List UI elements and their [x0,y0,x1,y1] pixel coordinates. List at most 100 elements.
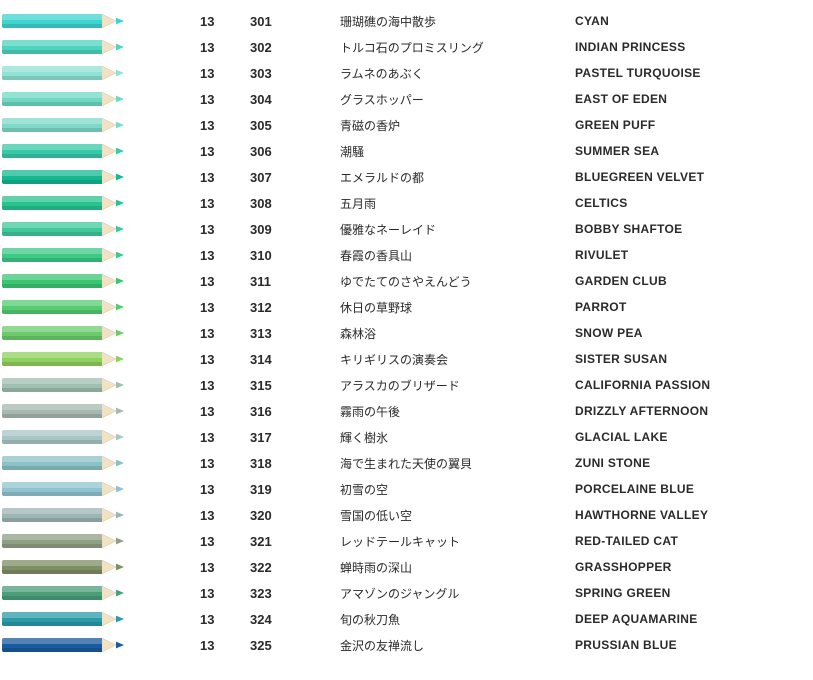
color-name-jp: 輝く樹氷 [340,429,575,446]
pencil-cell [0,352,150,366]
color-number: 320 [250,508,340,523]
category-code: 13 [150,326,250,341]
color-name-en: BOBBY SHAFTOE [575,222,813,236]
pencil-cell [0,170,150,184]
pencil-icon [2,196,130,210]
table-row: 13325金沢の友禅流しPRUSSIAN BLUE [0,632,813,658]
pencil-icon [2,560,130,574]
pencil-cell [0,118,150,132]
color-number: 314 [250,352,340,367]
color-name-en: GRASSHOPPER [575,560,813,574]
color-number: 306 [250,144,340,159]
category-code: 13 [150,612,250,627]
pencil-icon [2,378,130,392]
pencil-cell [0,222,150,236]
color-name-en: CYAN [575,14,813,28]
pencil-icon [2,326,130,340]
pencil-cell [0,612,150,626]
category-code: 13 [150,222,250,237]
pencil-icon [2,66,130,80]
pencil-icon [2,274,130,288]
color-name-en: RIVULET [575,248,813,262]
table-row: 13302トルコ石のプロミスリングINDIAN PRINCESS [0,34,813,60]
color-number: 311 [250,274,340,289]
color-name-jp: アラスカのブリザード [340,377,575,394]
table-row: 13313森林浴SNOW PEA [0,320,813,346]
category-code: 13 [150,404,250,419]
color-name-en: SISTER SUSAN [575,352,813,366]
color-name-en: SUMMER SEA [575,144,813,158]
table-row: 13318海で生まれた天使の翼貝ZUNI STONE [0,450,813,476]
color-name-jp: 金沢の友禅流し [340,637,575,654]
pencil-cell [0,560,150,574]
pencil-icon [2,300,130,314]
pencil-icon [2,586,130,600]
color-name-en: CALIFORNIA PASSION [575,378,813,392]
category-code: 13 [150,534,250,549]
color-name-en: PRUSSIAN BLUE [575,638,813,652]
color-name-en: CELTICS [575,196,813,210]
color-name-en: BLUEGREEN VELVET [575,170,813,184]
color-number: 310 [250,248,340,263]
table-row: 13305青磁の香炉GREEN PUFF [0,112,813,138]
category-code: 13 [150,430,250,445]
color-name-en: RED-TAILED CAT [575,534,813,548]
category-code: 13 [150,66,250,81]
color-number: 324 [250,612,340,627]
color-name-jp: アマゾンのジャングル [340,585,575,602]
category-code: 13 [150,92,250,107]
color-name-en: GREEN PUFF [575,118,813,132]
color-name-jp: 海で生まれた天使の翼貝 [340,455,575,472]
color-name-en: EAST OF EDEN [575,92,813,106]
color-name-en: ZUNI STONE [575,456,813,470]
category-code: 13 [150,638,250,653]
pencil-icon [2,14,130,28]
pencil-color-table: 13301珊瑚礁の海中散歩CYAN13302トルコ石のプロミスリングINDIAN… [0,8,813,658]
pencil-cell [0,378,150,392]
color-name-en: SNOW PEA [575,326,813,340]
table-row: 13315アラスカのブリザードCALIFORNIA PASSION [0,372,813,398]
color-number: 303 [250,66,340,81]
table-row: 13317輝く樹氷GLACIAL LAKE [0,424,813,450]
color-name-jp: 優雅なネーレイド [340,221,575,238]
color-name-en: PORCELAINE BLUE [575,482,813,496]
color-name-jp: レッドテールキャット [340,533,575,550]
pencil-icon [2,430,130,444]
pencil-cell [0,430,150,444]
pencil-icon [2,638,130,652]
color-number: 322 [250,560,340,575]
color-name-jp: キリギリスの演奏会 [340,351,575,368]
table-row: 13301珊瑚礁の海中散歩CYAN [0,8,813,34]
pencil-cell [0,66,150,80]
pencil-cell [0,482,150,496]
category-code: 13 [150,456,250,471]
table-row: 13323アマゾンのジャングルSPRING GREEN [0,580,813,606]
pencil-icon [2,534,130,548]
pencil-cell [0,248,150,262]
pencil-icon [2,352,130,366]
color-name-jp: 森林浴 [340,325,575,342]
category-code: 13 [150,352,250,367]
color-number: 305 [250,118,340,133]
color-number: 309 [250,222,340,237]
pencil-cell [0,638,150,652]
table-row: 13308五月雨CELTICS [0,190,813,216]
category-code: 13 [150,508,250,523]
pencil-icon [2,170,130,184]
pencil-icon [2,508,130,522]
color-name-jp: 五月雨 [340,195,575,212]
category-code: 13 [150,40,250,55]
color-name-jp: エメラルドの都 [340,169,575,186]
category-code: 13 [150,586,250,601]
pencil-cell [0,144,150,158]
pencil-icon [2,404,130,418]
pencil-cell [0,14,150,28]
color-number: 318 [250,456,340,471]
pencil-cell [0,326,150,340]
color-name-jp: 霧雨の午後 [340,403,575,420]
color-name-jp: 青磁の香炉 [340,117,575,134]
category-code: 13 [150,118,250,133]
table-row: 13309優雅なネーレイドBOBBY SHAFTOE [0,216,813,242]
category-code: 13 [150,196,250,211]
color-name-en: SPRING GREEN [575,586,813,600]
